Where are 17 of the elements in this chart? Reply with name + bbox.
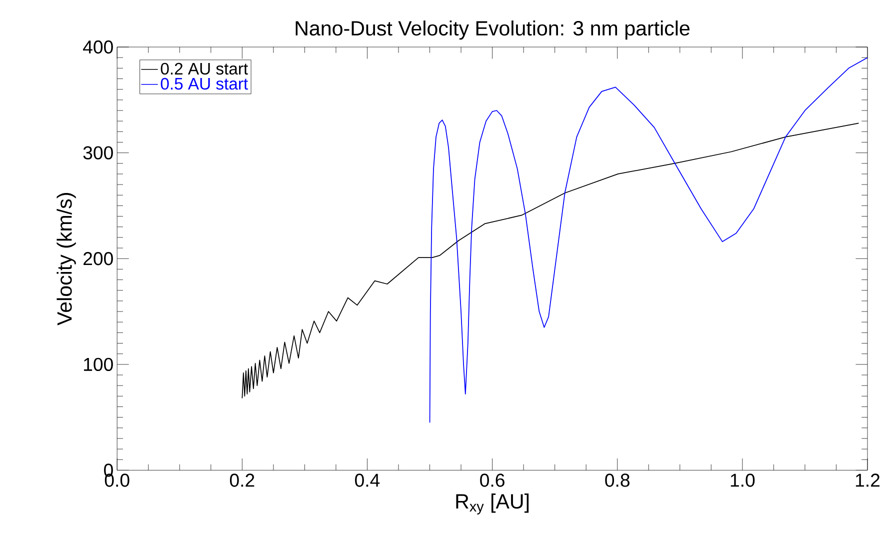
x-tick-label: 0.6 — [480, 474, 504, 487]
x-tick-label: 1.0 — [730, 474, 755, 487]
x-tick-label: 0.4 — [355, 474, 380, 487]
chart-title: Nano-Dust Velocity Evolution: 3 nm particle — [296, 20, 690, 40]
y-tick-label: 400 — [83, 40, 113, 54]
y-tick-label: 300 — [83, 146, 113, 160]
y-tick-label: 100 — [84, 358, 113, 372]
x-tick-label: 0.8 — [605, 474, 630, 487]
legend-label: 0.2 AU start — [160, 62, 248, 75]
line-series — [242, 122, 860, 399]
y-axis-title: Velocity (km/s) — [56, 193, 76, 326]
x-axis-title: R$_{xy}$ [AU] — [456, 494, 529, 515]
y-tick-label: 200 — [84, 252, 113, 266]
x-tick-label: 0.2 — [230, 474, 254, 487]
legend-label: 0.5 AU start — [160, 78, 248, 90]
line-series — [429, 57, 868, 424]
x-tick-label: 1.2 — [856, 474, 880, 487]
